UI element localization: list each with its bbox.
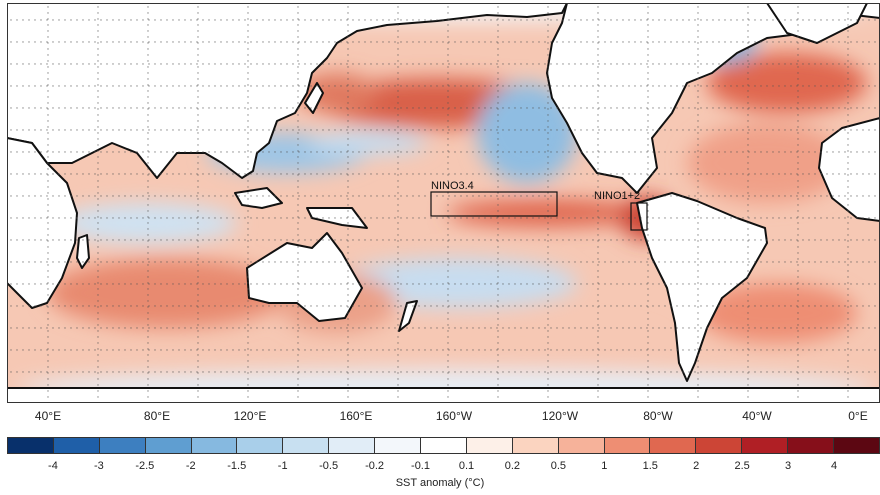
colorbar-tick-label: -0.5 — [319, 460, 339, 472]
japan-island — [304, 82, 324, 114]
new-guinea-island — [306, 207, 368, 229]
colorbar-tick-label: -4 — [48, 460, 58, 472]
colorbar-swatch — [191, 438, 238, 453]
colorbar-swatch — [421, 438, 467, 453]
colorbar-tick-label: 0.2 — [504, 460, 521, 472]
lon-label-120e: 120°E — [233, 409, 267, 423]
colorbar-swatch — [696, 438, 743, 453]
nino34-box — [430, 191, 558, 217]
new-zealand-island — [398, 300, 418, 332]
colorbar-swatch — [8, 438, 54, 453]
antarctica-landmass — [7, 387, 880, 403]
map-canvas: NINO3.4 NINO1+2 — [7, 3, 880, 403]
colorbar-swatch — [834, 438, 879, 453]
nino34-label: NINO3.4 — [431, 180, 474, 192]
colorbar-tick-label: 2.5 — [734, 460, 750, 472]
colorbar-swatch — [375, 438, 422, 453]
colorbar-tick-label: -0.2 — [365, 460, 385, 472]
colorbar-swatch — [329, 438, 376, 453]
lon-label-40e: 40°E — [34, 409, 62, 423]
colorbar-tick-label: -1.5 — [227, 460, 247, 472]
colorbar-swatch — [53, 438, 100, 453]
lon-label-120w: 120°W — [541, 409, 579, 423]
lon-label-160e: 160°E — [339, 409, 373, 423]
colorbar-swatch — [788, 438, 835, 453]
lat-lon-grid — [10, 6, 876, 398]
indonesia-islands — [234, 187, 283, 209]
colorbar-swatch — [742, 438, 789, 453]
colorbar-swatch — [145, 438, 192, 453]
colorbar-swatch — [558, 438, 605, 453]
nino12-box — [630, 202, 648, 231]
colorbar-swatch — [466, 438, 513, 453]
eurasia-landmass — [7, 3, 568, 179]
colorbar-tick-label: -3 — [94, 460, 104, 472]
lon-label-80e: 80°E — [143, 409, 171, 423]
colorbar-swatch — [604, 438, 651, 453]
colorbar-swatch — [99, 438, 146, 453]
colorbar-title: SST anomaly (°C) — [395, 477, 485, 489]
colorbar-tick-label: 4 — [830, 460, 838, 472]
colorbar-swatch — [237, 438, 284, 453]
greenland-landmass — [766, 3, 868, 44]
lon-label-160w: 160°W — [435, 409, 473, 423]
colorbar-swatch — [283, 438, 330, 453]
colorbar-tick-label: 1.5 — [642, 460, 658, 472]
madagascar-island — [76, 234, 90, 269]
colorbar-tick-label: 2 — [693, 460, 700, 472]
colorbar-swatch — [512, 438, 559, 453]
coastlines — [7, 3, 880, 403]
colorbar-swatch — [650, 438, 697, 453]
nino12-label: NINO1+2 — [594, 190, 640, 202]
colorbar-tick-label: 1 — [601, 460, 608, 472]
colorbar-tick-label: -2 — [185, 460, 196, 472]
sst-anomaly-map: NINO3.4 NINO1+2 — [7, 3, 880, 403]
lon-label-80w: 80°W — [643, 409, 673, 423]
colorbar-tick-label: 0.1 — [458, 460, 475, 472]
colorbar — [7, 437, 880, 454]
colorbar-tick-label: 3 — [785, 460, 792, 472]
colorbar-tick-label: 0.5 — [550, 460, 567, 472]
africa-landmass — [7, 137, 78, 309]
australia-landmass — [246, 232, 363, 322]
colorbar-tick-label: -1 — [277, 460, 288, 472]
lon-label-0e: 0°E — [848, 409, 868, 423]
colorbar-tick-label: -0.1 — [411, 460, 430, 472]
lon-label-40w: 40°W — [742, 409, 772, 423]
colorbar-tick-label: -2.5 — [135, 460, 155, 472]
